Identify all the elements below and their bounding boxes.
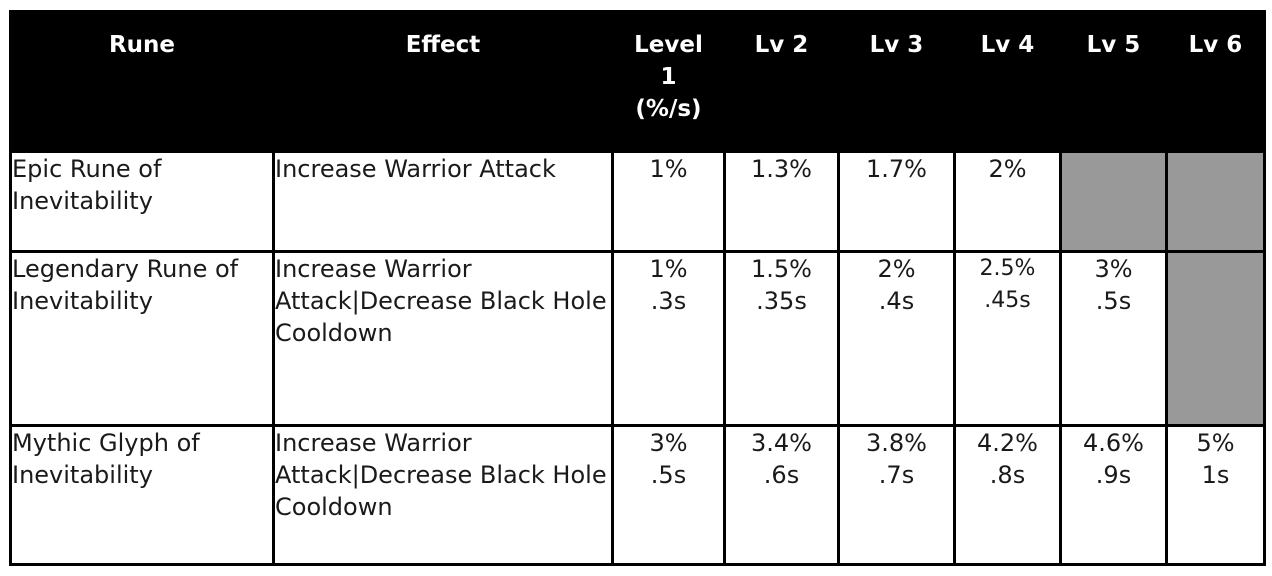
level-sec: .4s [878, 287, 915, 315]
rune-levels-table: Rune Effect Level 1 (%/s) Lv 2 Lv 3 Lv 4… [9, 10, 1266, 566]
level-pct: 4.6% [1083, 429, 1144, 457]
header-lv-6: Lv 6 [1165, 10, 1266, 153]
level-pct: 3.8% [866, 429, 927, 457]
level-sec: .5s [650, 461, 687, 489]
level-pct: 3% [649, 429, 688, 457]
header-level-1-unit: (%/s) [635, 96, 702, 122]
level-5-unavailable-cell [1059, 150, 1168, 253]
level-4-cell: 2% [953, 150, 1062, 253]
level-sec: .45s [984, 288, 1031, 313]
level-3-cell: 1.7% [837, 150, 956, 253]
level-pct: 1.5% [751, 255, 812, 283]
header-effect: Effect [272, 10, 614, 153]
level-1-cell: 3% .5s [611, 424, 726, 566]
level-sec: .9s [1095, 461, 1132, 489]
level-sec: .8s [989, 461, 1026, 489]
header-row: Rune Effect Level 1 (%/s) Lv 2 Lv 3 Lv 4… [9, 10, 1266, 153]
header-lv-5: Lv 5 [1059, 10, 1168, 153]
level-6-unavailable-cell [1165, 250, 1266, 427]
table-row-mythic-glyph: Mythic Glyph of Inevitability Increase W… [9, 424, 1266, 566]
level-3-cell: 2% .4s [837, 250, 956, 427]
header-rune: Rune [9, 10, 275, 153]
level-1-cell: 1% [611, 150, 726, 253]
effect-cell: Increase Warrior Attack|Decrease Black H… [272, 250, 614, 427]
effect-cell: Increase Warrior Attack|Decrease Black H… [272, 424, 614, 566]
level-sec: .5s [1095, 287, 1132, 315]
level-pct: 4.2% [977, 429, 1038, 457]
level-pct: 1% [649, 155, 688, 183]
level-sec: .6s [763, 461, 800, 489]
level-pct: 3% [1094, 255, 1133, 283]
level-pct: 1.3% [751, 155, 812, 183]
level-6-cell: 5% 1s [1165, 424, 1266, 566]
header-lv-4: Lv 4 [953, 10, 1062, 153]
level-5-cell: 4.6% .9s [1059, 424, 1168, 566]
level-3-cell: 3.8% .7s [837, 424, 956, 566]
level-2-cell: 1.3% [723, 150, 840, 253]
level-2-cell: 1.5% .35s [723, 250, 840, 427]
header-level-1: Level 1 (%/s) [611, 10, 726, 153]
header-lv-2: Lv 2 [723, 10, 840, 153]
header-level-1-number: 1 [660, 64, 677, 90]
level-sec: .3s [650, 287, 687, 315]
level-4-cell: 4.2% .8s [953, 424, 1062, 566]
rune-name-cell: Legendary Rune of Inevitability [9, 250, 275, 427]
level-5-cell: 3% .5s [1059, 250, 1168, 427]
level-pct: 2% [988, 155, 1027, 183]
level-pct: 2% [877, 255, 916, 283]
level-sec: .35s [756, 287, 807, 315]
level-pct: 1% [649, 255, 688, 283]
rune-name-cell: Epic Rune of Inevitability [9, 150, 275, 253]
level-pct: 1.7% [866, 155, 927, 183]
level-1-cell: 1% .3s [611, 250, 726, 427]
level-pct: 5% [1196, 429, 1235, 457]
level-4-cell: 2.5% .45s [953, 250, 1062, 427]
level-sec: .7s [878, 461, 915, 489]
level-pct: 2.5% [979, 256, 1036, 281]
effect-cell: Increase Warrior Attack [272, 150, 614, 253]
level-sec: 1s [1201, 461, 1230, 489]
level-pct: 3.4% [751, 429, 812, 457]
header-lv-3: Lv 3 [837, 10, 956, 153]
header-level-1-label: Level [634, 32, 703, 58]
rune-name-cell: Mythic Glyph of Inevitability [9, 424, 275, 566]
table-row-legendary-rune: Legendary Rune of Inevitability Increase… [9, 250, 1266, 427]
level-2-cell: 3.4% .6s [723, 424, 840, 566]
level-6-unavailable-cell [1165, 150, 1266, 253]
table-row-epic-rune: Epic Rune of Inevitability Increase Warr… [9, 150, 1266, 253]
